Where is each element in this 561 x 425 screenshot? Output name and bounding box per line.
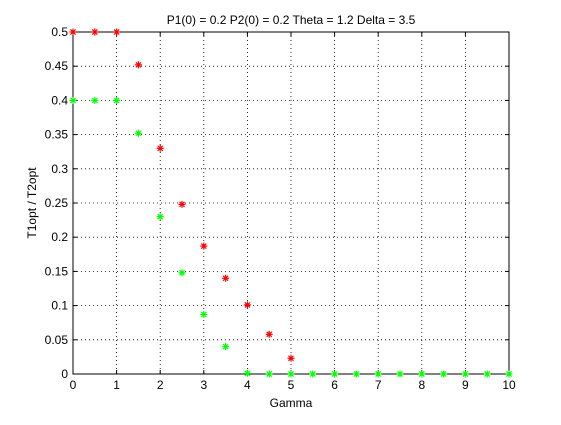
data-point bbox=[200, 310, 208, 318]
data-point bbox=[222, 274, 230, 282]
data-point bbox=[265, 370, 273, 378]
x-tick-label: 3 bbox=[200, 378, 207, 392]
data-point bbox=[178, 269, 186, 277]
x-tick-label: 4 bbox=[244, 378, 251, 392]
data-point bbox=[91, 96, 99, 104]
data-series bbox=[69, 28, 513, 378]
tick-labels: 0 1 2 3 4 5 6 7 8 9 10 0 0.05 0.1 0.15 0.2 0.25 0.3 0.35 0.… bbox=[45, 25, 516, 392]
data-point bbox=[222, 343, 230, 351]
data-point bbox=[200, 242, 208, 250]
data-point bbox=[505, 370, 513, 378]
y-axis-label: T1opt / T2opt bbox=[25, 167, 39, 239]
data-point bbox=[69, 96, 77, 104]
data-point bbox=[134, 61, 142, 69]
y-tick-label: 0.35 bbox=[45, 128, 69, 142]
data-point bbox=[265, 330, 273, 338]
x-tick-label: 0 bbox=[70, 378, 77, 392]
y-tick-label: 0.25 bbox=[45, 196, 69, 210]
data-point bbox=[156, 213, 164, 221]
data-point bbox=[178, 200, 186, 208]
data-point bbox=[156, 144, 164, 152]
data-point bbox=[69, 28, 77, 36]
data-point bbox=[418, 370, 426, 378]
x-tick-label: 2 bbox=[157, 378, 164, 392]
x-tick-label: 1 bbox=[113, 378, 120, 392]
y-tick-label: 0.3 bbox=[51, 162, 68, 176]
series-1 bbox=[69, 96, 513, 378]
data-point bbox=[309, 370, 317, 378]
data-point bbox=[243, 301, 251, 309]
x-tick-label: 7 bbox=[375, 378, 382, 392]
chart-title: P1(0) = 0.2 P2(0) = 0.2 Theta = 1.2 Delt… bbox=[167, 13, 416, 27]
y-tick-label: 0.45 bbox=[45, 59, 69, 73]
x-tick-label: 5 bbox=[288, 378, 295, 392]
y-tick-label: 0.5 bbox=[51, 25, 68, 39]
x-tick-label: 9 bbox=[462, 378, 469, 392]
data-point bbox=[396, 370, 404, 378]
data-point bbox=[352, 370, 360, 378]
x-tick-label: 6 bbox=[331, 378, 338, 392]
y-tick-label: 0.4 bbox=[51, 93, 68, 107]
x-tick-label: 8 bbox=[418, 378, 425, 392]
data-point bbox=[331, 370, 339, 378]
data-point bbox=[461, 370, 469, 378]
x-tick-label: 10 bbox=[502, 378, 516, 392]
data-point bbox=[134, 129, 142, 137]
x-axis-label: Gamma bbox=[270, 396, 313, 410]
y-tick-label: 0.05 bbox=[45, 333, 69, 347]
y-tick-label: 0.1 bbox=[51, 299, 68, 313]
data-point bbox=[113, 96, 121, 104]
data-point bbox=[374, 370, 382, 378]
data-point bbox=[483, 370, 491, 378]
data-point bbox=[440, 370, 448, 378]
data-point bbox=[287, 354, 295, 362]
y-tick-label: 0 bbox=[61, 367, 68, 381]
series-0 bbox=[69, 28, 295, 362]
y-tick-label: 0.15 bbox=[45, 264, 69, 278]
grid-lines bbox=[73, 32, 509, 374]
y-tick-label: 0.2 bbox=[51, 230, 68, 244]
data-point bbox=[91, 28, 99, 36]
data-point bbox=[113, 28, 121, 36]
data-point bbox=[287, 370, 295, 378]
data-point bbox=[243, 369, 251, 377]
